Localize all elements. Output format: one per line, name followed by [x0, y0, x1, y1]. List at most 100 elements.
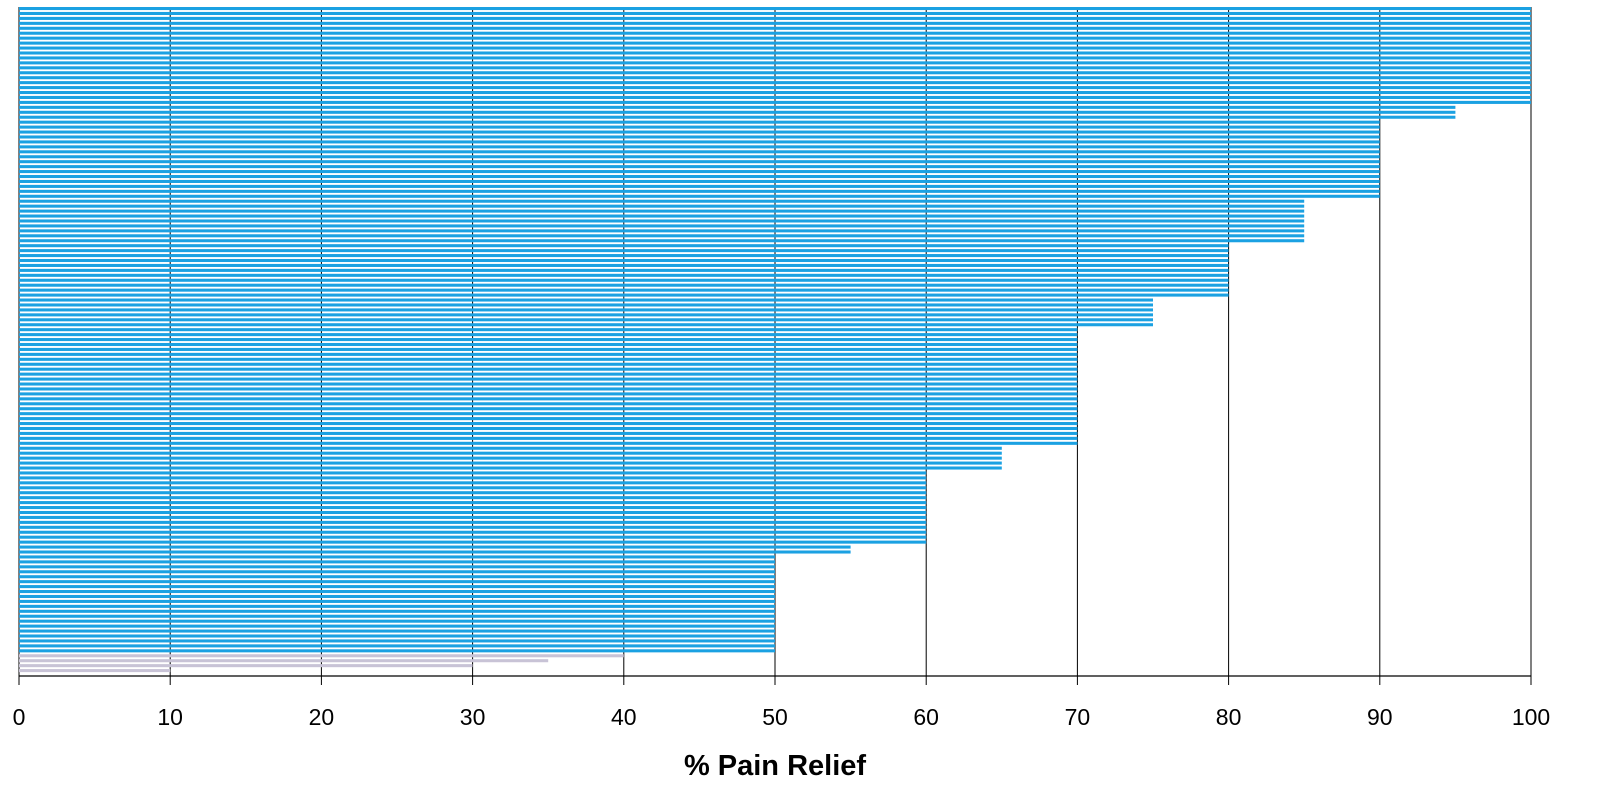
bar — [19, 624, 775, 628]
x-tick-label: 60 — [913, 704, 939, 730]
bar — [19, 31, 1531, 35]
bar — [19, 496, 927, 500]
x-axis-ticks: 0 10 20 30 40 50 60 70 80 90 100 — [13, 676, 1550, 730]
bar — [19, 560, 775, 564]
bar — [19, 56, 1531, 60]
bar — [19, 254, 1229, 258]
bar — [19, 501, 927, 505]
bar — [19, 619, 775, 623]
bar — [19, 352, 1078, 356]
bar — [19, 204, 1305, 208]
bar — [19, 219, 1305, 223]
bar — [19, 456, 1002, 460]
bar — [19, 431, 1078, 435]
x-tick-label: 40 — [611, 704, 637, 730]
bar — [19, 372, 1078, 376]
bar — [19, 545, 851, 549]
bar — [19, 115, 1456, 119]
x-tick-label: 20 — [309, 704, 335, 730]
bar — [19, 303, 1153, 307]
bar — [19, 451, 1002, 455]
bar — [19, 140, 1380, 144]
bar — [19, 575, 775, 579]
bar — [19, 417, 1078, 421]
bar — [19, 412, 1078, 416]
bar — [19, 120, 1380, 124]
bar — [19, 402, 1078, 406]
bar — [19, 491, 927, 495]
x-tick-label: 70 — [1065, 704, 1091, 730]
bar — [19, 155, 1380, 159]
bar — [19, 639, 775, 643]
x-tick-label: 80 — [1216, 704, 1242, 730]
bar — [19, 599, 775, 603]
bar — [19, 323, 1153, 327]
bar — [19, 263, 1229, 267]
bar — [19, 525, 927, 529]
bar — [19, 179, 1380, 183]
bar — [19, 36, 1531, 40]
bar — [19, 466, 1002, 470]
bar — [19, 234, 1305, 238]
bar — [19, 659, 549, 663]
bar — [19, 249, 1229, 253]
bar — [19, 550, 851, 554]
bar — [19, 16, 1531, 20]
bar — [19, 160, 1380, 164]
bar — [19, 565, 775, 569]
bar — [19, 585, 775, 589]
bar — [19, 283, 1229, 287]
bar — [19, 461, 1002, 465]
bar — [19, 407, 1078, 411]
bar — [19, 535, 927, 539]
bar — [19, 669, 171, 673]
bar — [19, 66, 1531, 70]
bar — [19, 165, 1380, 169]
bar — [19, 555, 775, 559]
bar — [19, 387, 1078, 391]
bar — [19, 135, 1380, 139]
bar — [19, 258, 1229, 263]
bar — [19, 342, 1078, 347]
bar — [19, 81, 1531, 85]
x-tick-label: 50 — [762, 704, 788, 730]
bar — [19, 446, 1002, 450]
x-tick-label: 30 — [460, 704, 486, 730]
bar — [19, 90, 1531, 95]
bar — [19, 209, 1305, 213]
bar — [19, 125, 1380, 129]
bar — [19, 313, 1153, 317]
bar — [19, 664, 473, 668]
bar — [19, 199, 1305, 203]
bar — [19, 347, 1078, 351]
bar — [19, 41, 1531, 45]
bar — [19, 293, 1229, 297]
bar — [19, 644, 775, 648]
bar — [19, 105, 1456, 109]
bar — [19, 61, 1531, 65]
bar — [19, 86, 1531, 90]
bar — [19, 328, 1078, 332]
bar — [19, 649, 775, 653]
bar — [19, 318, 1153, 322]
bar — [19, 184, 1380, 188]
bar — [19, 520, 927, 524]
bar — [19, 26, 1531, 30]
bar — [19, 76, 1531, 80]
bar — [19, 570, 775, 574]
bar — [19, 288, 1229, 292]
bar — [19, 634, 775, 638]
bar — [19, 110, 1456, 114]
bar — [19, 338, 1078, 342]
bar — [19, 436, 1078, 440]
bar — [19, 614, 775, 618]
bar — [19, 273, 1229, 277]
bars — [19, 7, 1531, 673]
bar — [19, 174, 1380, 179]
bar — [19, 150, 1380, 154]
bar — [19, 21, 1531, 25]
bar — [19, 298, 1153, 302]
bar — [19, 367, 1078, 371]
bar — [19, 382, 1078, 386]
bar — [19, 244, 1229, 248]
